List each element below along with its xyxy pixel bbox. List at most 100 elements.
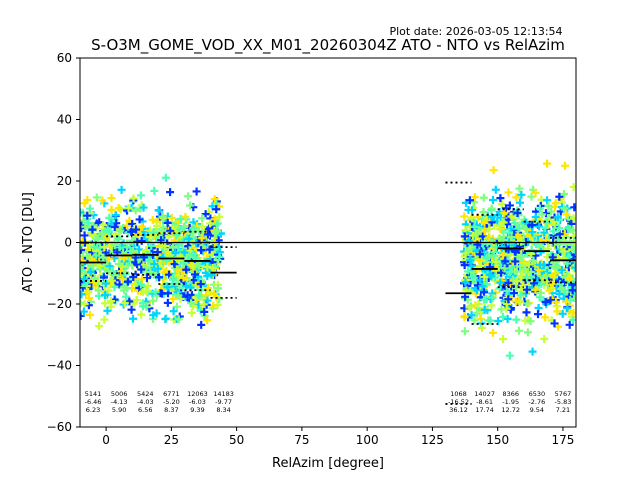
y-axis-label: ATO - NTO [DU] bbox=[21, 192, 36, 293]
scatter-point bbox=[560, 247, 569, 256]
scatter-point bbox=[507, 212, 516, 221]
scatter-point bbox=[512, 193, 521, 202]
scatter-point bbox=[526, 317, 535, 326]
scatter-point bbox=[569, 214, 576, 223]
scatter-point bbox=[213, 219, 222, 228]
scatter-point bbox=[105, 262, 114, 271]
scatter-point bbox=[127, 305, 136, 314]
scatter-point bbox=[174, 255, 183, 264]
scatter-point bbox=[468, 273, 477, 282]
scatter-point bbox=[169, 307, 178, 316]
bin-stat-value: -8.61 bbox=[476, 398, 493, 406]
scatter-point bbox=[499, 218, 508, 227]
scatter-point bbox=[139, 287, 148, 296]
scatter-point bbox=[215, 213, 224, 222]
bin-stat-value: 8.37 bbox=[164, 406, 178, 414]
scatter-point bbox=[137, 310, 146, 319]
scatter-point bbox=[490, 273, 499, 282]
scatter-point bbox=[203, 316, 212, 325]
scatter-point bbox=[176, 214, 185, 223]
scatter-point bbox=[142, 246, 151, 255]
scatter-point bbox=[543, 218, 552, 227]
scatter-point bbox=[541, 209, 550, 218]
scatter-point bbox=[92, 193, 101, 202]
scatter-point bbox=[553, 307, 562, 316]
scatter-point bbox=[149, 311, 158, 320]
scatter-point bbox=[80, 275, 89, 284]
scatter-point bbox=[557, 265, 566, 274]
scatter-point bbox=[481, 266, 490, 275]
scatter-point bbox=[101, 248, 110, 257]
scatter-point bbox=[480, 227, 489, 236]
scatter-point bbox=[512, 315, 521, 324]
scatter-point bbox=[499, 312, 508, 321]
scatter-point bbox=[480, 295, 489, 304]
scatter-point bbox=[528, 228, 537, 237]
plot-date-label: Plot date: 2026-03-05 12:13:54 bbox=[389, 25, 562, 38]
scatter-point bbox=[523, 299, 532, 308]
scatter-point bbox=[169, 295, 178, 304]
scatter-point bbox=[213, 227, 222, 236]
scatter-point bbox=[558, 309, 567, 318]
scatter-point bbox=[552, 297, 561, 306]
scatter-point bbox=[535, 204, 544, 213]
scatter-point bbox=[466, 302, 475, 311]
scatter-point bbox=[560, 161, 569, 170]
scatter-point bbox=[540, 228, 549, 237]
scatter-point bbox=[188, 229, 197, 238]
scatter-point bbox=[137, 236, 146, 245]
scatter-point bbox=[496, 213, 505, 222]
scatter-point bbox=[460, 261, 469, 270]
scatter-point bbox=[181, 212, 190, 221]
scatter-point bbox=[131, 206, 140, 215]
scatter-point bbox=[477, 323, 486, 332]
scatter-point bbox=[88, 225, 97, 234]
scatter-point bbox=[534, 310, 543, 319]
scatter-point bbox=[496, 194, 505, 203]
scatter-point bbox=[203, 262, 212, 271]
scatter-point bbox=[132, 295, 141, 304]
scatter-point bbox=[174, 315, 183, 324]
scatter-point bbox=[543, 196, 552, 205]
scatter-point bbox=[139, 302, 148, 311]
scatter-point bbox=[555, 290, 564, 299]
y-tick-label: 0 bbox=[64, 236, 72, 250]
bin-stat-value: -4.03 bbox=[137, 398, 154, 406]
scatter-point bbox=[188, 249, 197, 258]
scatter-point bbox=[522, 273, 531, 282]
scatter-point bbox=[174, 272, 183, 281]
scatter-point bbox=[120, 298, 129, 307]
scatter-point bbox=[135, 215, 144, 224]
scatter-point bbox=[157, 289, 166, 298]
scatter-point bbox=[480, 305, 489, 314]
scatter-point bbox=[482, 253, 491, 262]
scatter-point bbox=[485, 270, 494, 279]
scatter-point bbox=[214, 284, 223, 293]
scatter-point bbox=[540, 335, 549, 344]
scatter-point bbox=[163, 298, 172, 307]
scatter-point bbox=[137, 280, 146, 289]
scatter-point bbox=[480, 273, 489, 282]
scatter-point bbox=[136, 191, 145, 200]
scatter-point bbox=[104, 227, 113, 236]
scatter-point bbox=[102, 233, 111, 242]
scatter-point bbox=[505, 351, 514, 360]
scatter-point bbox=[183, 291, 192, 300]
bin-stat-value: 6.56 bbox=[138, 406, 152, 414]
y-tick-label: −40 bbox=[47, 359, 72, 373]
bin-stat-value: 5767 bbox=[555, 390, 572, 398]
scatter-point bbox=[150, 260, 159, 269]
bin-stat-value: -9.77 bbox=[215, 398, 232, 406]
scatter-point bbox=[166, 188, 175, 197]
scatter-point bbox=[498, 335, 507, 344]
scatter-point bbox=[468, 231, 477, 240]
scatter-point bbox=[161, 173, 170, 182]
scatter-point bbox=[517, 190, 526, 199]
scatter-point bbox=[497, 243, 506, 252]
scatter-point bbox=[543, 159, 552, 168]
scatter-point bbox=[125, 297, 134, 306]
scatter-point bbox=[526, 267, 535, 276]
scatter-point bbox=[150, 186, 159, 195]
scatter-point bbox=[184, 234, 193, 243]
scatter-point bbox=[132, 225, 141, 234]
